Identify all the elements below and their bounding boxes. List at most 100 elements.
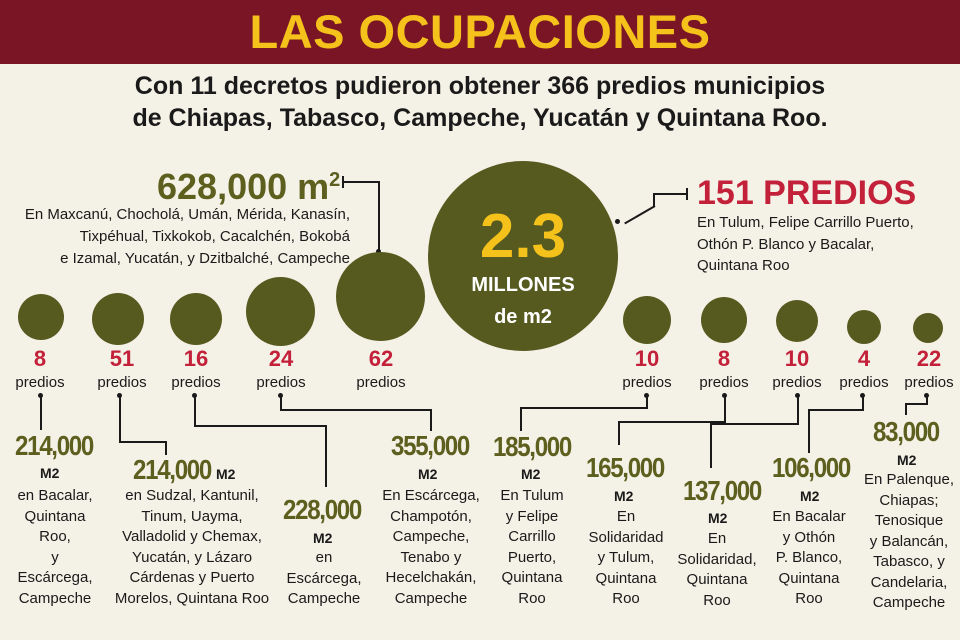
connector-line <box>724 396 726 422</box>
group-description-line: Puerto, <box>507 548 557 566</box>
connector-line <box>618 421 620 445</box>
top-left-places: En Maxcanú, Chocholá, Umán, Mérida, Kana… <box>10 204 350 270</box>
connector-line <box>862 396 864 410</box>
group-area: 214,000 <box>15 430 94 461</box>
connector-line <box>520 407 522 431</box>
group-area-unit: M2 <box>40 465 60 481</box>
total-area-value: 2.3 <box>479 202 567 271</box>
group-count: 62 <box>368 346 394 371</box>
group-description: En Escárcega, Champotón, Campeche, Tenab… <box>374 486 488 609</box>
group-description-line: y Tulum, <box>597 549 655 566</box>
top-area-superscript: 2 <box>329 169 341 191</box>
group-count-label: predios <box>772 374 822 391</box>
connector-line <box>378 181 380 251</box>
top-area-total: 628,000 m2 <box>157 166 341 207</box>
connector-line <box>520 407 648 409</box>
group-area: 185,000 <box>493 431 572 462</box>
group-count: 10 <box>784 346 810 371</box>
group-area: 165,000 <box>586 452 665 483</box>
top-left-places-line: En Maxcanú, Chocholá, Umán, Mérida, Kana… <box>24 206 350 223</box>
group-description-line: Chiapas; <box>879 491 939 509</box>
group-area: 214,000 <box>133 454 212 485</box>
group-circle <box>913 313 943 343</box>
group-area-unit: M2 <box>216 466 236 482</box>
connector-line <box>905 403 907 415</box>
page-title: LAS OCUPACIONES <box>249 5 711 58</box>
connector-line <box>808 409 864 411</box>
group-area: 83,000 <box>873 416 940 447</box>
connector-line <box>618 421 726 423</box>
group-count: 24 <box>268 346 294 371</box>
connector-line <box>119 396 121 442</box>
group-count-label: predios <box>256 374 306 391</box>
connector-line <box>710 423 799 425</box>
group-area-unit: M2 <box>418 466 438 482</box>
group-circle <box>336 252 425 341</box>
connector-dot <box>192 393 197 398</box>
connector-line <box>165 441 167 455</box>
group-description-line: Cárdenas y Puerto <box>129 569 255 586</box>
top-right-places: En Tulum, Felipe Carrillo Puerto, Othón … <box>697 212 957 277</box>
group-count: 16 <box>183 346 209 371</box>
group-area-unit: M2 <box>708 510 728 526</box>
connector-line <box>653 193 687 195</box>
group-description: en Escárcega, Campeche <box>271 548 377 610</box>
group-description-line: Roo <box>703 591 731 609</box>
top-right-places-line: Othón P. Blanco y Bacalar, <box>697 235 875 253</box>
group-description: En Bacalar y Othón P. Blanco, Quintana R… <box>757 507 861 610</box>
group-description-line: Tenosique <box>874 512 944 529</box>
connector-dot <box>860 393 865 398</box>
group-area: 355,000 <box>391 430 470 461</box>
group-count-label: predios <box>97 374 147 391</box>
group-area-unit: M2 <box>521 466 541 482</box>
group-description-line: Escárcega, <box>17 569 93 586</box>
group-description-line: Roo <box>518 589 546 607</box>
connector-line <box>280 409 432 411</box>
group-description-line: Quintana <box>595 569 657 587</box>
group-description-line: En Bacalar <box>772 508 846 525</box>
group-circle <box>92 293 144 345</box>
subtitle: Con 11 decretos pudieron obtener 366 pre… <box>0 70 960 134</box>
top-left-places-line: e Izamal, Yucatán, y Dzitbalché, Campech… <box>60 250 350 267</box>
group-count-label: predios <box>622 374 672 391</box>
group-description-line: y <box>51 548 59 566</box>
group-description: En Tulum y Felipe Carrillo Puerto, Quint… <box>478 486 586 609</box>
connector-dot <box>644 393 649 398</box>
group-description-line: Quintana <box>778 569 840 587</box>
group-description-line: Hecelchakán, <box>385 569 477 586</box>
group-description-line: En Tulum <box>500 487 564 504</box>
connector-line <box>325 425 327 487</box>
group-description-line: Solidaridad, <box>677 550 757 568</box>
group-description-line: Carrillo <box>508 528 556 545</box>
group-count-label: predios <box>904 374 954 391</box>
connector-dot <box>117 393 122 398</box>
group-description-line: y Felipe <box>505 507 559 525</box>
group-description-line: en Bacalar, <box>17 487 93 504</box>
group-count-label: predios <box>171 374 221 391</box>
group-description-line: en Sudzal, Kantunil, <box>125 487 259 504</box>
connector-line <box>653 193 655 207</box>
connector-dot <box>615 219 620 224</box>
connector-line <box>797 396 799 424</box>
group-description-line: y Othón <box>782 528 836 546</box>
top-right-places-line: Quintana Roo <box>697 257 790 274</box>
group-description-line: Roo <box>612 590 640 607</box>
group-circle <box>776 300 818 342</box>
group-description-line: En Palenque, <box>863 471 955 488</box>
connector-line <box>926 396 928 404</box>
group-description-line: Roo, <box>39 528 71 545</box>
connector-line <box>686 188 688 200</box>
group-description-line: y Balancán, <box>869 532 949 550</box>
group-count-label: predios <box>699 374 749 391</box>
group-area: 137,000 <box>683 475 762 506</box>
group-count: 8 <box>717 346 731 371</box>
connector-line <box>194 396 196 426</box>
group-circle <box>623 296 671 344</box>
connector-dot <box>924 393 929 398</box>
group-description-line: Morelos, Quintana Roo <box>114 589 270 607</box>
group-circle <box>170 293 222 345</box>
subtitle-line-2: de Chiapas, Tabasco, Campeche, Yucatán y… <box>132 104 828 132</box>
subtitle-line-1: Con 11 decretos pudieron obtener 366 pre… <box>134 72 826 100</box>
group-count-label: predios <box>15 374 65 391</box>
group-description-line: En Escárcega, <box>382 487 480 504</box>
